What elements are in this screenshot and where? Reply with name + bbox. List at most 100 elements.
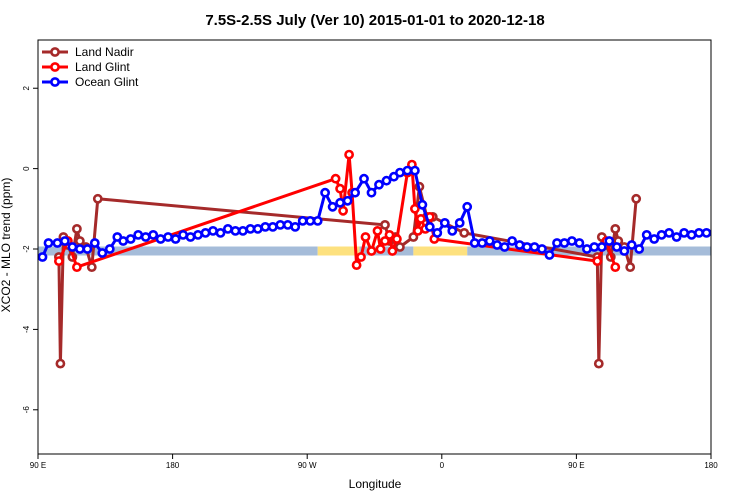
point-land-nadir-24 xyxy=(610,223,621,234)
point-land-glint-14 xyxy=(380,236,390,246)
point-land-glint-13 xyxy=(375,244,386,254)
point-ocean-glint-76 xyxy=(604,236,615,246)
point-land-glint-21 xyxy=(412,225,423,236)
point-ocean-glint-58 xyxy=(469,238,480,248)
point-land-glint-16 xyxy=(387,246,398,256)
point-land-nadir-5 xyxy=(72,223,82,234)
point-ocean-glint-21 xyxy=(193,229,203,240)
x-tick-label-1: 180 xyxy=(166,461,180,470)
point-ocean-glint-64 xyxy=(514,240,525,250)
x-tick-label-5: 180 xyxy=(704,461,718,470)
point-ocean-glint-37 xyxy=(312,215,323,226)
point-ocean-glint-11 xyxy=(118,236,129,246)
point-ocean-glint-66 xyxy=(529,242,540,252)
point-ocean-glint-31 xyxy=(267,221,278,232)
point-ocean-glint-13 xyxy=(133,229,144,240)
point-ocean-glint-39 xyxy=(327,201,338,212)
point-ocean-glint-65 xyxy=(522,242,532,252)
point-ocean-glint-25 xyxy=(222,223,233,234)
point-ocean-glint-72 xyxy=(574,238,585,248)
point-land-glint-3 xyxy=(330,173,341,184)
point-ocean-glint-88 xyxy=(694,227,704,238)
point-land-glint-15 xyxy=(384,229,395,240)
point-land-nadir-18 xyxy=(459,227,470,238)
point-ocean-glint-50 xyxy=(409,165,420,176)
x-tick-label-3: 0 xyxy=(440,461,445,470)
point-ocean-glint-14 xyxy=(140,232,151,242)
point-ocean-glint-70 xyxy=(559,238,570,248)
point-land-glint-8 xyxy=(351,260,362,270)
point-ocean-glint-6 xyxy=(82,244,93,254)
point-ocean-glint-68 xyxy=(544,250,555,260)
point-land-nadir-9 xyxy=(92,193,103,204)
point-ocean-glint-22 xyxy=(200,227,211,238)
point-ocean-glint-33 xyxy=(282,219,293,230)
y-tick-label-4: -6 xyxy=(22,406,31,414)
point-land-glint-17 xyxy=(391,234,402,244)
point-ocean-glint-84 xyxy=(664,227,674,238)
x-tick-label-4: 90 E xyxy=(568,461,584,470)
point-ocean-glint-12 xyxy=(125,234,136,244)
point-ocean-glint-34 xyxy=(290,221,301,232)
y-axis: 2 0 -2 -4 -6 xyxy=(22,85,38,413)
point-ocean-glint-55 xyxy=(447,225,458,236)
legend-item-land-nadir: Land Nadir xyxy=(42,45,134,59)
point-ocean-glint-79 xyxy=(626,240,637,250)
point-land-glint-9 xyxy=(356,252,366,262)
legend-label-land-glint: Land Glint xyxy=(75,60,130,74)
point-ocean-glint-54 xyxy=(439,217,450,228)
point-ocean-glint-8 xyxy=(97,248,108,258)
point-ocean-glint-30 xyxy=(260,221,271,232)
point-ocean-glint-20 xyxy=(185,232,196,242)
point-land-glint-28 xyxy=(610,262,621,272)
point-ocean-glint-51 xyxy=(417,199,428,210)
series-ocean-glint xyxy=(37,165,712,262)
point-land-glint-12 xyxy=(372,225,383,236)
point-land-nadir-8 xyxy=(86,262,97,272)
point-ocean-glint-62 xyxy=(499,242,510,252)
y-axis-title: XCO2 - MLO trend (ppm) xyxy=(0,178,13,313)
point-ocean-glint-27 xyxy=(237,225,248,236)
point-land-nadir-1 xyxy=(55,358,66,369)
point-ocean-glint-45 xyxy=(374,179,384,190)
point-land-nadir-28 xyxy=(631,193,642,204)
point-ocean-glint-44 xyxy=(366,187,377,198)
point-ocean-glint-60 xyxy=(484,236,495,246)
point-ocean-glint-0 xyxy=(37,252,48,262)
legend-label-land-nadir: Land Nadir xyxy=(75,45,134,59)
point-land-glint-20 xyxy=(409,203,420,214)
point-ocean-glint-73 xyxy=(582,244,592,254)
x-axis: 90 E 180 90 W 0 90 E 180 xyxy=(30,454,718,470)
point-ocean-glint-15 xyxy=(148,229,159,240)
plot-frame xyxy=(37,39,712,455)
point-ocean-glint-46 xyxy=(381,175,392,186)
legend-label-ocean-glint: Ocean Glint xyxy=(75,75,139,89)
point-ocean-glint-87 xyxy=(686,229,697,240)
legend-item-ocean-glint: Ocean Glint xyxy=(42,75,139,89)
point-ocean-glint-1 xyxy=(43,238,54,248)
chart-title: 7.5S-2.5S July (Ver 10) 2015-01-01 to 20… xyxy=(205,12,544,29)
y-tick-label-0: 2 xyxy=(22,85,31,90)
point-land-nadir-14 xyxy=(408,232,419,242)
point-ocean-glint-63 xyxy=(507,236,517,246)
point-land-glint-5 xyxy=(338,205,348,216)
point-ocean-glint-56 xyxy=(454,217,465,228)
x-axis-title: Longitude xyxy=(349,477,402,491)
point-land-nadir-13 xyxy=(394,242,405,252)
point-ocean-glint-3 xyxy=(60,236,70,246)
point-ocean-glint-26 xyxy=(230,225,241,236)
point-ocean-glint-16 xyxy=(155,234,166,244)
point-ocean-glint-32 xyxy=(275,219,286,230)
point-ocean-glint-23 xyxy=(208,225,218,236)
point-ocean-glint-40 xyxy=(335,197,345,208)
point-land-glint-11 xyxy=(366,246,377,256)
point-land-glint-22 xyxy=(415,213,426,224)
point-land-glint-0 xyxy=(54,256,64,266)
x-tick-label-0: 90 E xyxy=(30,461,46,470)
point-land-glint-26 xyxy=(592,256,603,266)
point-ocean-glint-9 xyxy=(104,244,115,254)
point-ocean-glint-2 xyxy=(52,238,63,248)
legend-marker-ocean-glint xyxy=(50,77,60,87)
point-land-glint-10 xyxy=(360,232,371,242)
